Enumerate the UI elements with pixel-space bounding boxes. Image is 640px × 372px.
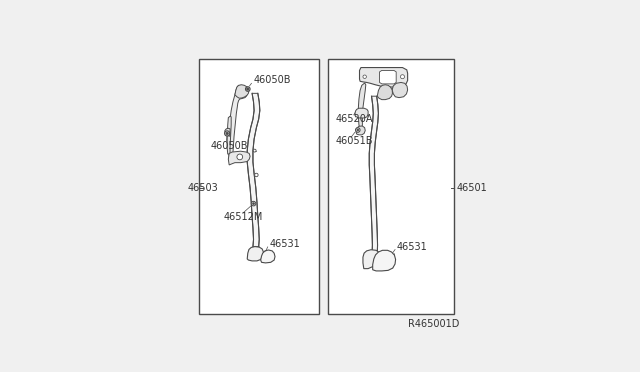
Polygon shape [247,93,260,247]
Text: 46531: 46531 [269,239,300,249]
Circle shape [401,75,404,79]
Polygon shape [358,83,366,129]
Circle shape [246,88,249,90]
Polygon shape [369,96,378,254]
Polygon shape [260,250,275,263]
Circle shape [363,75,366,78]
Text: 46050B: 46050B [211,141,248,151]
Circle shape [225,131,230,136]
Polygon shape [228,151,250,165]
Polygon shape [227,116,231,154]
Bar [199,59,319,314]
Circle shape [355,128,360,132]
Text: 46503: 46503 [188,183,218,193]
Text: 46501: 46501 [457,183,488,193]
Circle shape [237,154,243,160]
Text: 46512M: 46512M [223,212,263,221]
Circle shape [252,201,256,206]
Text: R465001D: R465001D [408,319,460,329]
Polygon shape [247,247,264,261]
Polygon shape [380,70,396,84]
Bar [328,59,454,314]
Text: 46520A: 46520A [336,113,373,124]
Polygon shape [392,83,408,97]
Circle shape [357,129,358,131]
Circle shape [246,87,250,92]
Circle shape [253,203,254,205]
Circle shape [253,149,256,152]
Circle shape [226,132,228,135]
Polygon shape [355,108,368,118]
Polygon shape [360,68,408,87]
Polygon shape [235,85,249,98]
Polygon shape [372,250,396,271]
Circle shape [255,173,258,177]
Text: 46051B: 46051B [336,136,373,145]
Polygon shape [356,126,365,135]
Text: 46050B: 46050B [253,76,291,86]
Polygon shape [228,85,248,159]
Polygon shape [225,128,230,136]
Polygon shape [377,85,392,100]
Text: 46531: 46531 [397,241,428,251]
Polygon shape [363,250,380,269]
